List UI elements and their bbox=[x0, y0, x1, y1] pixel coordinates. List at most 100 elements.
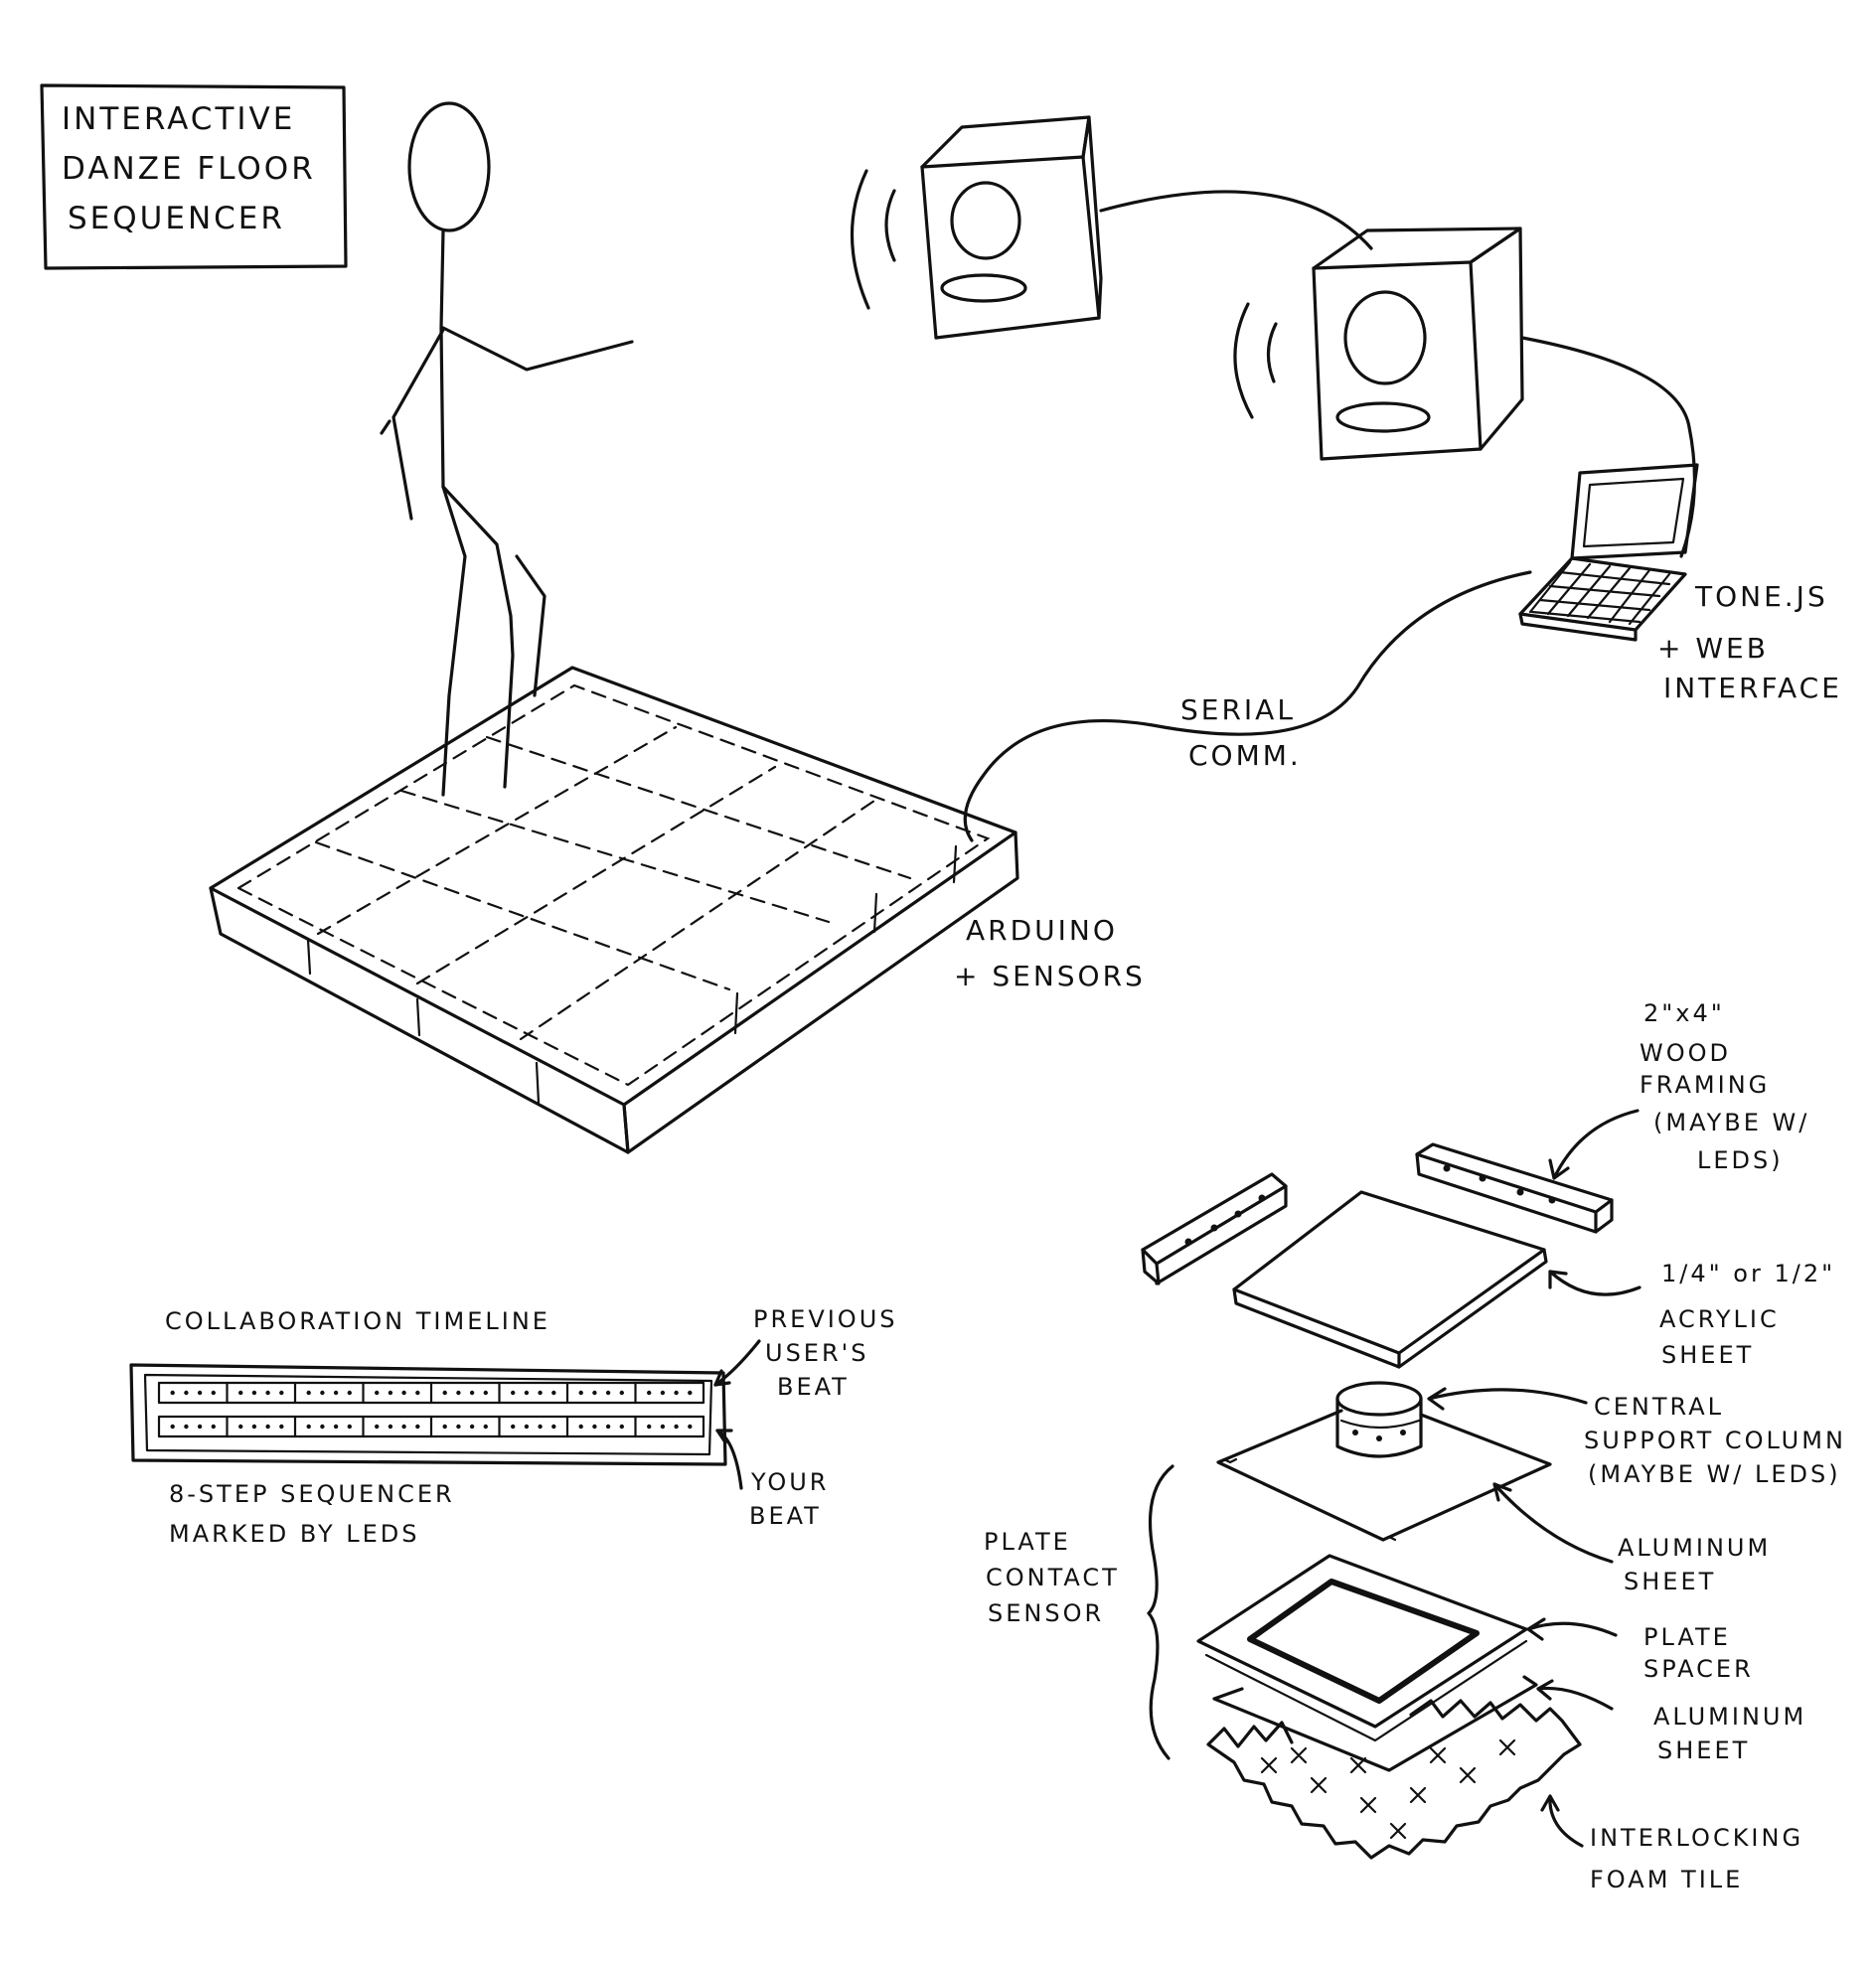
floor-top bbox=[209, 666, 1017, 1107]
collaboration-timeline: COLLABORATION TIMELINE 8-STEP SEQUENCER … bbox=[129, 1305, 895, 1548]
led-dot-icon bbox=[660, 1424, 666, 1430]
speaker-right-port bbox=[1335, 401, 1431, 433]
laptop bbox=[1518, 463, 1699, 642]
wood-framing-bar-left bbox=[1141, 1172, 1288, 1285]
led-dot-icon bbox=[347, 1390, 352, 1396]
framing-arrow bbox=[1548, 1109, 1640, 1180]
led-dot-icon bbox=[688, 1390, 693, 1396]
column-arrow bbox=[1427, 1387, 1588, 1411]
serial-label-line-1: SERIAL bbox=[1180, 693, 1296, 726]
framing-label-1: 2"x4" bbox=[1643, 999, 1725, 1027]
serial-cable bbox=[963, 570, 1532, 842]
spacer-arrow bbox=[1526, 1617, 1618, 1641]
exploded-view: 2"x4" WOOD FRAMING (MAYBE W/ LEDS) 1/4" … bbox=[984, 999, 1846, 1893]
foam-label-1: INTERLOCKING bbox=[1590, 1824, 1803, 1852]
led-dot-icon bbox=[1479, 1174, 1486, 1182]
led-dot-icon bbox=[347, 1424, 352, 1430]
your-beat-label-1: YOUR bbox=[750, 1468, 829, 1496]
led-dot-icon bbox=[1258, 1194, 1266, 1202]
led-dot-icon bbox=[1400, 1430, 1406, 1435]
led-dot-icon bbox=[456, 1390, 461, 1396]
sound-wave-icon bbox=[1266, 322, 1278, 383]
framing-label-2: WOOD bbox=[1640, 1039, 1731, 1067]
speaker-right bbox=[1233, 226, 1524, 461]
led-dot-icon bbox=[674, 1424, 679, 1430]
led-dot-icon bbox=[375, 1390, 380, 1396]
led-dot-icon bbox=[619, 1390, 624, 1396]
framing-label-4: (MAYBE W/ bbox=[1653, 1109, 1809, 1136]
floor-label-line-1: ARDUINO bbox=[966, 914, 1118, 947]
wood-framing-bar-right bbox=[1415, 1142, 1614, 1234]
title-box: INTERACTIVE DANZE FLOOR SEQUENCER bbox=[40, 83, 348, 270]
dance-floor-platform bbox=[209, 666, 1019, 1154]
floor-label-line-2: + SENSORS bbox=[954, 960, 1146, 992]
led-dot-icon bbox=[320, 1390, 325, 1396]
led-dot-icon bbox=[415, 1390, 420, 1396]
column-label-1: CENTRAL bbox=[1594, 1393, 1724, 1421]
led-dot-icon bbox=[320, 1424, 325, 1430]
led-dot-icon bbox=[605, 1390, 611, 1396]
speaker-left-port bbox=[940, 273, 1027, 303]
spacer-label-1: PLATE bbox=[1643, 1623, 1731, 1651]
sensor-group-label-2: CONTACT bbox=[986, 1564, 1120, 1591]
led-dot-icon bbox=[619, 1424, 624, 1430]
speaker-left bbox=[850, 115, 1103, 340]
led-dot-icon bbox=[551, 1390, 556, 1396]
led-dot-icon bbox=[279, 1390, 284, 1396]
dancer-right-arm bbox=[441, 326, 634, 372]
computer-label-line-1: TONE.JS bbox=[1694, 580, 1828, 613]
speaker-cable bbox=[1099, 190, 1373, 250]
spacer-label-2: SPACER bbox=[1643, 1655, 1754, 1683]
led-dot-icon bbox=[388, 1390, 393, 1396]
column-label-3: (MAYBE W/ LEDS) bbox=[1588, 1460, 1841, 1488]
timeline-frame bbox=[129, 1363, 727, 1466]
speaker-laptop-cable bbox=[1520, 336, 1697, 558]
led-dot-icon bbox=[306, 1390, 311, 1396]
dancer-head bbox=[407, 101, 491, 232]
led-dot-icon bbox=[688, 1424, 693, 1430]
led-dot-icon bbox=[1234, 1210, 1242, 1218]
dancer-left-leg bbox=[441, 485, 467, 797]
column-label-2: SUPPORT COLUMN bbox=[1584, 1427, 1846, 1454]
led-dot-icon bbox=[660, 1390, 666, 1396]
led-dot-icon bbox=[333, 1390, 339, 1396]
led-dot-icon bbox=[251, 1390, 257, 1396]
led-dot-icon bbox=[524, 1390, 530, 1396]
led-dot-icon bbox=[170, 1424, 175, 1430]
led-dot-icon bbox=[674, 1390, 679, 1396]
led-dot-icon bbox=[538, 1390, 543, 1396]
acrylic-label-2: ACRYLIC bbox=[1659, 1305, 1780, 1333]
led-dot-icon bbox=[469, 1424, 475, 1430]
led-dot-icon bbox=[265, 1424, 270, 1430]
led-dot-icon bbox=[511, 1424, 516, 1430]
title-line-2: DANZE FLOOR bbox=[62, 151, 316, 187]
dancer-left-arm bbox=[391, 328, 445, 521]
timeline-caption-line-2: MARKED BY LEDS bbox=[169, 1520, 420, 1548]
sound-wave-icon bbox=[850, 169, 870, 310]
title-line-3: SEQUENCER bbox=[68, 201, 285, 236]
serial-label-line-2: COMM. bbox=[1188, 739, 1302, 772]
central-support-column bbox=[1335, 1381, 1423, 1458]
led-dot-icon bbox=[170, 1390, 175, 1396]
your-beat-arrow bbox=[715, 1429, 743, 1490]
dancer-right-leg bbox=[441, 485, 515, 789]
led-dot-icon bbox=[211, 1390, 216, 1396]
foam-arrow bbox=[1540, 1794, 1584, 1848]
led-dot-icon bbox=[551, 1424, 556, 1430]
timeline-caption-line-1: 8-STEP SEQUENCER bbox=[169, 1480, 455, 1508]
led-dot-icon bbox=[238, 1424, 243, 1430]
foam-label-2: FOAM TILE bbox=[1590, 1866, 1743, 1893]
aluminum-bottom-arrow bbox=[1536, 1679, 1614, 1711]
sound-wave-icon bbox=[884, 189, 896, 262]
led-dot-icon bbox=[578, 1424, 583, 1430]
led-dot-icon bbox=[1210, 1224, 1218, 1232]
acrylic-sheet bbox=[1232, 1190, 1548, 1369]
led-dot-icon bbox=[1548, 1196, 1556, 1204]
led-dot-icon bbox=[251, 1424, 257, 1430]
led-dot-icon bbox=[388, 1424, 393, 1430]
framing-label-5: LEDS) bbox=[1697, 1146, 1784, 1174]
led-dot-icon bbox=[605, 1424, 611, 1430]
title-line-1: INTERACTIVE bbox=[62, 101, 295, 137]
led-dot-icon bbox=[306, 1424, 311, 1430]
